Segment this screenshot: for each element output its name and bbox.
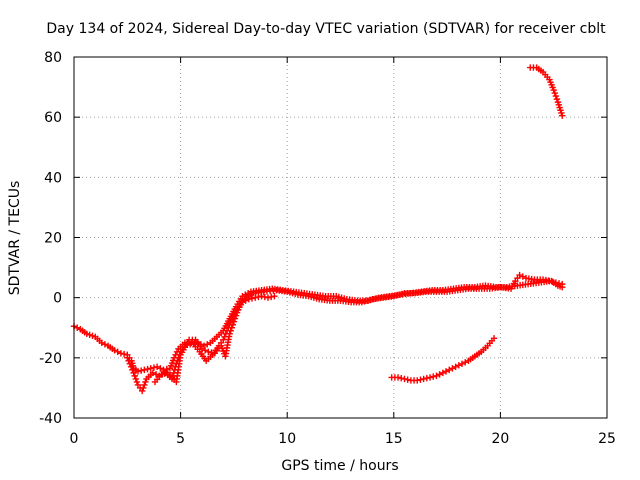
trace-low-arc-point [439,369,447,377]
y-tick-label: -40 [39,411,62,427]
trace-main-c-point [201,347,209,354]
trace-main-c-point [227,327,234,334]
y-tick-label: 60 [44,110,62,126]
trace-main-b-point [131,372,138,380]
trace-main-a-point [157,365,164,372]
trace-main-c-point [205,348,212,356]
trace-main-b-point [140,384,147,392]
trace-low-arc-point [436,371,443,378]
trace-low-arc-point [449,365,456,372]
trace-low-arc-point [455,362,463,369]
trace-main-a-point [153,363,161,371]
trace-main-c-point [161,370,168,377]
trace-main-c-point [208,349,215,356]
trace-low-arc-point [420,375,427,383]
trace-main-b-point [124,354,131,362]
trace-main-a-point [147,365,154,372]
trace-main-b-point [264,294,272,301]
trace-main-c-point [236,303,243,310]
trace-low-arc-point [442,368,450,375]
y-axis-title: SDTVAR / TECUs [7,181,23,296]
trace-low-arc-point [458,360,466,368]
y-tick-label: -20 [39,351,62,367]
trace-low-arc-point [423,374,431,382]
trace-high-arc-point [551,89,558,97]
y-tick-label: 0 [53,291,62,307]
trace-low-arc-point [394,374,402,381]
plot-frame [73,56,608,419]
trace-main-a-point [114,348,121,356]
trace-main-b-point [126,360,134,368]
y-tick-label: 80 [44,50,62,66]
trace-main-b-point [268,293,275,301]
grid [74,57,607,418]
trace-main-a-point [117,350,125,357]
trace-main-c-point [229,321,237,328]
trace-low-arc-point [452,363,459,371]
trace-main-b-point [141,381,148,389]
trace-main-c-point [232,312,240,319]
trace-main-a-point [144,365,151,373]
trace-main-a-point [204,341,211,348]
chart-title: Day 134 of 2024, Sidereal Day-to-day VTE… [46,21,606,37]
trace-low-arc-point [433,372,440,380]
x-tick-label: 20 [491,431,509,447]
ticks: 0 5 10 15 20 25 -40 -20 0 20 40 60 80 [39,50,616,447]
trace-main-a-point [141,366,148,374]
trace-main-a-point [120,350,128,358]
trace-main-a-point [89,332,96,339]
trace-main-b-point [132,375,140,383]
trace-main-a-point [150,364,158,371]
trace-main-b-point [125,357,132,365]
trace-main-b-point [129,366,136,374]
trace-main-a-point [101,341,109,348]
trace-main-b-point [139,387,146,395]
x-axis-title: GPS time / hours [281,458,398,474]
x-tick-label: 5 [176,431,185,447]
trace-main-b-point [130,369,137,377]
trace-main-b-point [271,292,278,300]
trace-main-c-point [230,318,238,325]
trace-main-a-point [163,365,170,373]
trace-low-arc-point [490,335,498,342]
y-tick-label: 20 [44,231,62,247]
trace-low-arc-point [414,377,421,384]
trace-low-arc-point [404,376,411,383]
trace-main-a-point [86,331,93,338]
trace-main-b-point [261,293,269,301]
trace-low-arc-point [398,374,405,382]
trace-main-c-point [228,324,235,331]
trace-low-arc-point [430,373,437,380]
trace-main-a-point [137,367,145,374]
x-tick-label: 10 [278,431,296,447]
trace-main-c-point [231,315,239,322]
trace-main-c-point [233,309,241,316]
trace-main-a-point [134,368,142,375]
trace-low-arc-point [462,359,469,366]
trace-low-arc-point [401,375,408,383]
trace-main-c-point [158,371,165,378]
trace-main-b-point [133,378,141,386]
trace-low-arc-point [417,376,424,383]
trace-main-b-point [127,363,135,371]
x-tick-label: 15 [385,431,403,447]
trace-main-a-point [73,324,81,331]
x-tick-label: 0 [70,431,79,447]
trace-high-arc-point [550,86,557,94]
trace-main-c-point [226,330,233,337]
trace-main-c-point [559,283,566,291]
trace-high-arc-point [559,112,566,119]
x-tick-label: 25 [598,431,616,447]
y-tick-label: 40 [44,170,62,186]
trace-main-c-point [519,273,526,280]
trace-main-b-point [142,378,149,386]
trace-main-c-point [234,306,242,313]
trace-main-a-point [83,330,90,337]
trace-high-arc-point [552,92,560,100]
data-points [70,64,566,395]
trace-high-arc-point [553,95,561,103]
trace-low-arc-point [446,366,453,374]
trace-low-arc-point [426,374,434,381]
